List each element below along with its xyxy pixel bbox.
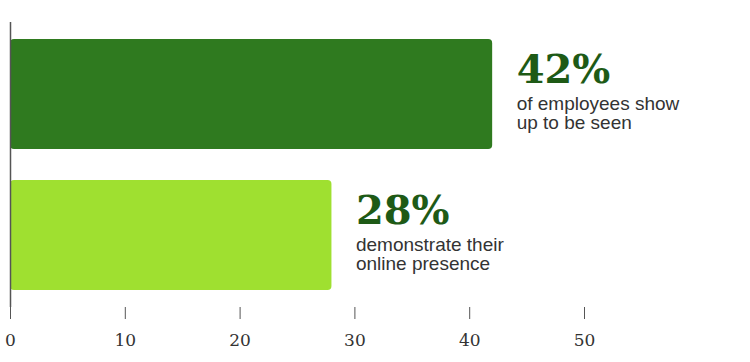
- svg-text:50: 50: [574, 330, 596, 350]
- svg-text:0: 0: [5, 330, 16, 350]
- svg-text:30: 30: [344, 330, 366, 350]
- svg-text:10: 10: [114, 330, 136, 350]
- svg-text:28%: 28%: [356, 186, 450, 233]
- svg-text:40: 40: [459, 330, 481, 350]
- svg-text:demonstrate theironline presen: demonstrate theironline presence: [356, 234, 505, 274]
- svg-text:20: 20: [229, 330, 251, 350]
- svg-text:of employees showup to be seen: of employees showup to be seen: [517, 93, 680, 133]
- svg-text:42%: 42%: [517, 45, 611, 92]
